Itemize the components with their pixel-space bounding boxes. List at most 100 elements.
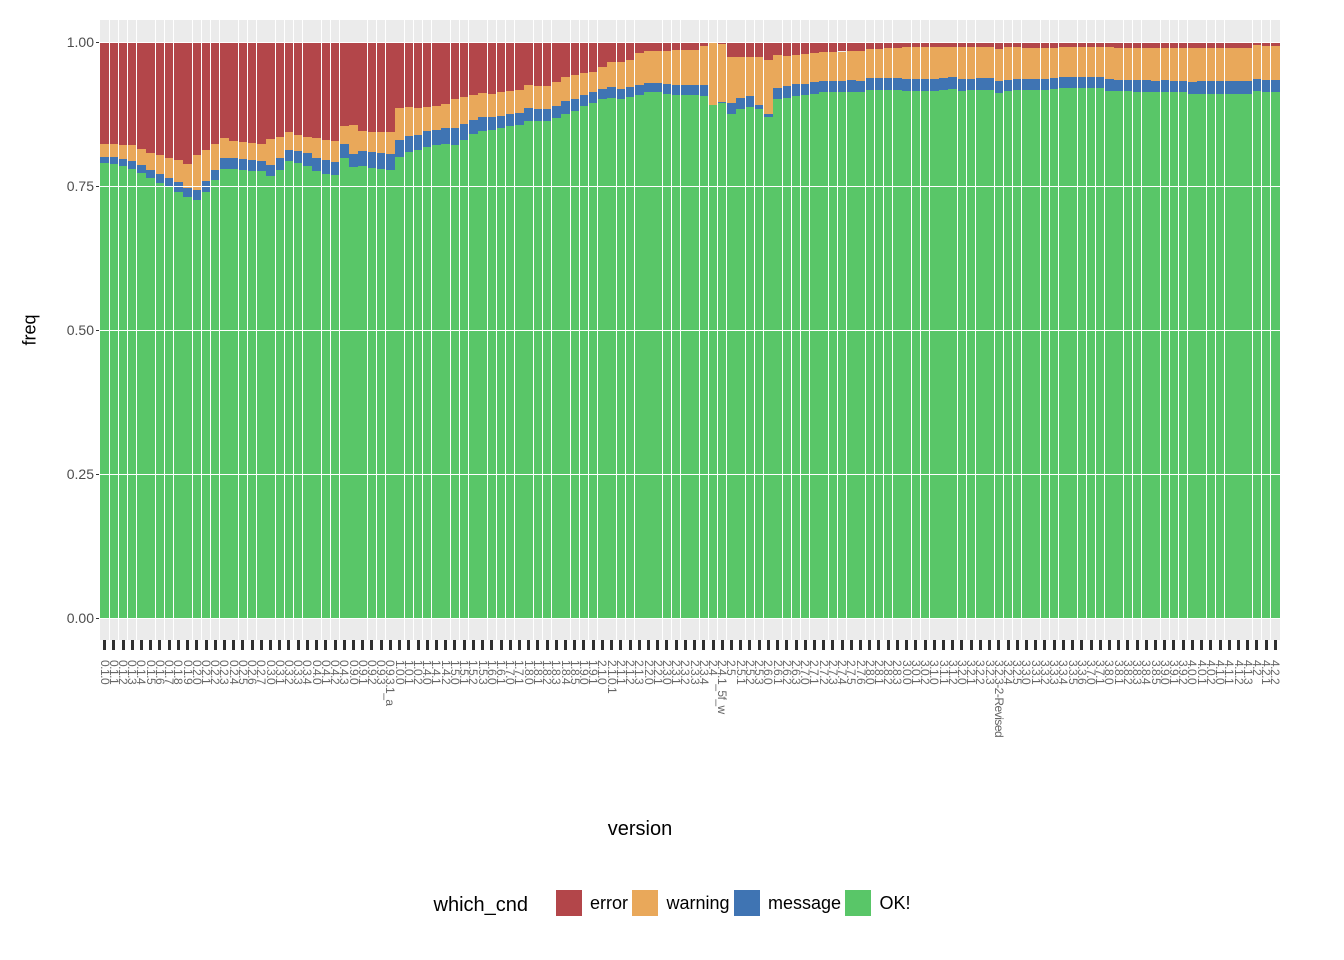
bar-segment-message xyxy=(395,140,403,157)
bar-segment-warning xyxy=(100,144,108,157)
bar-segment-warning xyxy=(349,125,357,154)
bar-segment-warning xyxy=(939,47,947,78)
bar-segment-message xyxy=(488,117,496,130)
x-tick-mark xyxy=(776,640,779,650)
bar-segment-warning xyxy=(469,95,477,120)
x-tick-mark xyxy=(1163,640,1166,650)
bar-segment-warning xyxy=(183,164,191,188)
bar-segment-message xyxy=(718,102,726,103)
bar-segment-ok xyxy=(930,91,938,619)
bar-segment-message xyxy=(119,159,127,166)
bar-segment-message xyxy=(1133,80,1141,92)
bar-segment-ok xyxy=(534,121,542,618)
bar-segment-ok xyxy=(792,96,800,618)
x-tick-mark xyxy=(168,640,171,650)
bar-segment-ok xyxy=(1078,88,1086,618)
bar-segment-error xyxy=(358,42,366,131)
bar-segment-message xyxy=(469,120,477,134)
x-tick-mark xyxy=(334,640,337,650)
y-tick-mark xyxy=(96,474,99,475)
bar-segment-warning xyxy=(847,51,855,80)
bar-segment-message xyxy=(1161,80,1169,92)
bar-segment-ok xyxy=(764,117,772,619)
x-tick-mark xyxy=(260,640,263,650)
bar-segment-message xyxy=(349,154,357,167)
bar-segment-warning xyxy=(1133,48,1141,80)
bar-segment-message xyxy=(700,85,708,97)
bar-segment-message xyxy=(1271,80,1279,92)
bar-segment-error xyxy=(847,42,855,51)
bar-segment-error xyxy=(672,42,680,51)
bar-segment-warning xyxy=(912,47,920,79)
bar-segment-message xyxy=(663,84,671,94)
bar-segment-ok xyxy=(1068,88,1076,618)
bar-segment-warning xyxy=(285,132,293,149)
bar-segment-ok xyxy=(349,167,357,618)
x-tick-mark xyxy=(1071,640,1074,650)
bar-segment-warning xyxy=(405,107,413,136)
bar-segment-warning xyxy=(819,52,827,81)
bar-segment-warning xyxy=(1041,48,1049,79)
bar-segment-ok xyxy=(1114,91,1122,618)
bar-segment-ok xyxy=(1170,92,1178,618)
bar-segment-warning xyxy=(432,106,440,130)
x-tick-mark xyxy=(1025,640,1028,650)
x-tick-mark xyxy=(527,640,530,650)
bar-segment-message xyxy=(1188,82,1196,94)
bar-segment-warning xyxy=(690,50,698,85)
bar-segment-warning xyxy=(718,44,726,102)
x-tick-mark xyxy=(887,640,890,650)
bar-segment-error xyxy=(773,42,781,55)
x-tick-mark xyxy=(453,640,456,650)
bar-segment-warning xyxy=(1216,48,1224,81)
bar-segment-warning xyxy=(976,47,984,78)
x-tick-mark xyxy=(536,640,539,650)
bar-segment-message xyxy=(681,85,689,95)
x-tick-mark xyxy=(518,640,521,650)
x-tick-mark xyxy=(1043,640,1046,650)
bar-segment-warning xyxy=(764,60,772,114)
bar-segment-ok xyxy=(635,95,643,619)
bar-segment-ok xyxy=(598,99,606,618)
bar-segment-ok xyxy=(1243,94,1251,619)
bar-segment-error xyxy=(340,42,348,126)
bar-segment-error xyxy=(524,42,532,85)
bar-segment-ok xyxy=(183,197,191,618)
x-tick-mark xyxy=(822,640,825,650)
bar-segment-error xyxy=(183,42,191,164)
bar-segment-message xyxy=(386,154,394,171)
x-tick-mark xyxy=(398,640,401,650)
x-tick-mark xyxy=(905,640,908,650)
bar-segment-error xyxy=(478,42,486,93)
bar-segment-ok xyxy=(1161,92,1169,618)
bar-segment-warning xyxy=(110,144,118,157)
bar-segment-warning xyxy=(663,51,671,84)
bar-segment-warning xyxy=(1243,48,1251,81)
bar-segment-ok xyxy=(229,169,237,619)
bar-segment-warning xyxy=(156,155,164,175)
bar-segment-message xyxy=(432,130,440,146)
legend-swatch xyxy=(632,890,658,916)
x-axis-labels: 0.1.00.1.10.1.20.1.30.1.40.1.50.1.60.1.7… xyxy=(100,660,1280,800)
bar-segment-warning xyxy=(368,132,376,153)
bar-segment-warning xyxy=(1050,48,1058,78)
bar-segment-message xyxy=(377,153,385,169)
bar-segment-ok xyxy=(1087,88,1095,618)
x-tick-mark xyxy=(370,640,373,650)
bar-segment-ok xyxy=(1216,94,1224,619)
x-tick-mark xyxy=(426,640,429,650)
bar-segment-message xyxy=(617,89,625,99)
bar-segment-error xyxy=(248,42,256,143)
bar-segment-warning xyxy=(1004,47,1012,79)
bar-segment-ok xyxy=(967,90,975,618)
bar-segment-message xyxy=(1124,80,1132,92)
bar-segment-ok xyxy=(884,90,892,619)
bar-segment-error xyxy=(810,42,818,54)
bar-segment-ok xyxy=(285,161,293,618)
bar-segment-error xyxy=(276,42,284,138)
bar-segment-warning xyxy=(884,48,892,78)
bar-segment-message xyxy=(524,108,532,121)
bar-segment-error xyxy=(193,42,201,156)
x-tick-mark xyxy=(988,640,991,650)
bar-segment-error xyxy=(146,42,154,153)
